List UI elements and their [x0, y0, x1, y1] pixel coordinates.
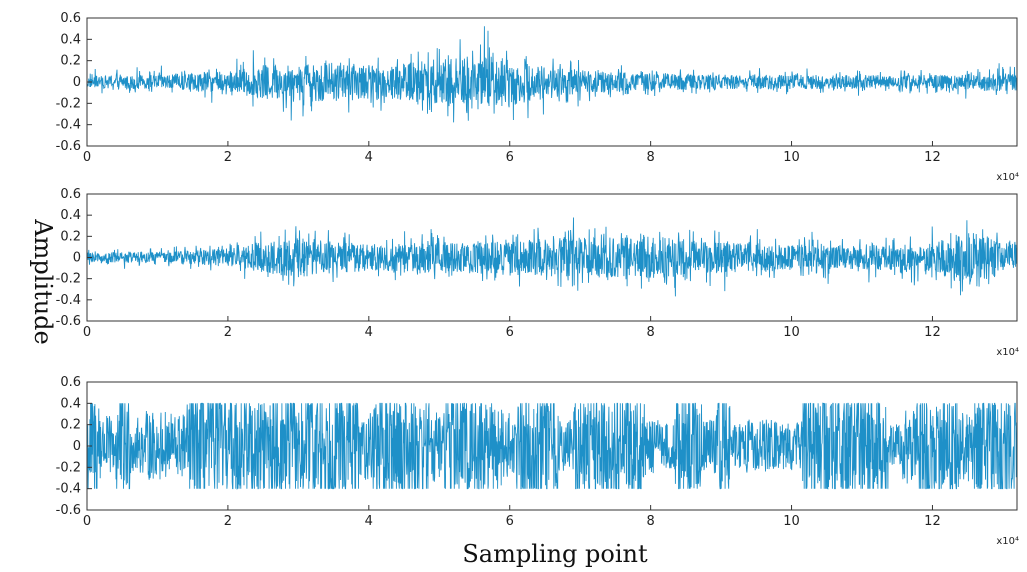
x-tick-label: 0	[83, 514, 91, 529]
x-tick-label: 2	[224, 325, 232, 340]
y-tick-label: -0.2	[56, 272, 81, 287]
y-tick-label: 0.6	[60, 375, 81, 390]
y-tick-label: 0.4	[60, 32, 81, 47]
x-multiplier-label: x10⁴	[996, 347, 1019, 358]
y-tick-label: 0	[73, 251, 81, 266]
y-tick-label: -0.4	[56, 293, 81, 308]
y-tick-label: -0.4	[56, 482, 81, 497]
y-axis-title: Amplitude	[29, 218, 57, 344]
y-tick-label: 0.6	[60, 187, 81, 202]
x-tick-label: 6	[506, 325, 514, 340]
waveform-line	[86, 217, 1018, 297]
y-tick-label: -0.4	[56, 118, 81, 133]
y-tick-label: -0.6	[56, 139, 81, 154]
y-tick-label: 0	[73, 439, 81, 454]
x-tick-label: 10	[783, 514, 800, 529]
x-axis-title: Sampling point	[462, 540, 648, 568]
y-tick-label: -0.2	[56, 460, 81, 475]
x-tick-label: 4	[365, 514, 373, 529]
x-tick-label: 6	[506, 514, 514, 529]
waveform-line	[86, 26, 1018, 123]
y-tick-label: 0.4	[60, 208, 81, 223]
y-tick-label: -0.6	[56, 314, 81, 329]
x-tick-label: 8	[646, 514, 654, 529]
x-tick-label: 6	[506, 150, 514, 165]
x-tick-label: 12	[924, 150, 941, 165]
x-tick-label: 12	[924, 325, 941, 340]
waveform-line	[86, 401, 1018, 490]
y-tick-label: 0.6	[60, 11, 81, 26]
y-tick-label: 0.2	[60, 54, 81, 69]
y-tick-label: 0.4	[60, 396, 81, 411]
x-tick-label: 2	[224, 150, 232, 165]
x-tick-label: 0	[83, 325, 91, 340]
x-tick-label: 2	[224, 514, 232, 529]
y-tick-label: 0.2	[60, 229, 81, 244]
x-tick-label: 0	[83, 150, 91, 165]
x-multiplier-label: x10⁴	[996, 536, 1019, 547]
y-tick-label: -0.2	[56, 96, 81, 111]
x-tick-label: 10	[783, 150, 800, 165]
x-tick-label: 8	[646, 325, 654, 340]
y-tick-label: -0.6	[56, 503, 81, 518]
x-tick-label: 10	[783, 325, 800, 340]
y-tick-label: 0	[73, 75, 81, 90]
x-tick-label: 4	[365, 150, 373, 165]
x-tick-label: 4	[365, 325, 373, 340]
x-tick-label: 8	[646, 150, 654, 165]
x-tick-label: 12	[924, 514, 941, 529]
y-tick-label: 0.2	[60, 418, 81, 433]
x-multiplier-label: x10⁴	[996, 172, 1019, 183]
